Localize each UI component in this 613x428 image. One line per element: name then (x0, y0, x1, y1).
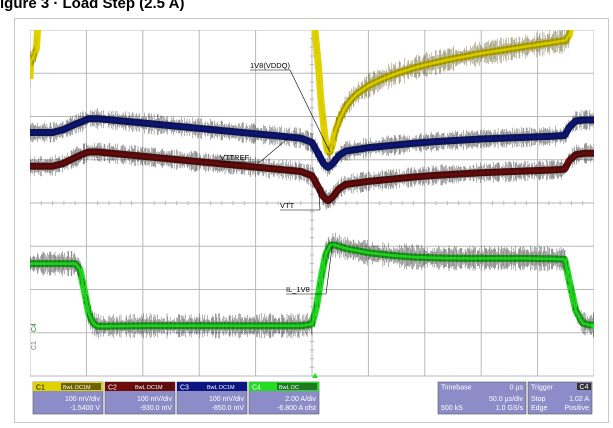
page-title: igure 3 · Load Step (2.5 A) (0, 0, 185, 12)
trace-label: 1V8(VDDQ) (250, 61, 291, 70)
left-markers: C4 C1 (31, 323, 594, 378)
timebase-delay: 0 µs (510, 385, 524, 392)
trace-c2 (30, 142, 594, 210)
trace-c1 (30, 30, 574, 160)
channel-mode-badge: BwL DC1M (135, 385, 163, 391)
trigger-mode: Stop (531, 396, 546, 403)
channel-mode-badge: BwL DC1M (207, 385, 235, 391)
channel-mode-badge: BwL DC (279, 385, 299, 391)
traces (30, 30, 594, 339)
channel-mode-badge: BwL DC1M (63, 385, 91, 391)
channel-scale: 100 mV/div (209, 396, 245, 403)
channel-scale: 100 mV/div (137, 396, 173, 403)
trigger-level: 1.02 A (569, 396, 589, 403)
label-leader (289, 69, 331, 153)
trigger-level-marker (590, 323, 594, 329)
channel-offset: -930.0 mV (140, 405, 173, 412)
trace-label: VTT (280, 201, 295, 210)
channel-id: C2 (108, 385, 117, 392)
channel-offset: -850.0 mV (212, 405, 245, 412)
channel-id: C3 (180, 385, 189, 392)
channel-offset: -6.800 A ofst (277, 405, 316, 412)
timebase-samples: 500 kS (441, 405, 463, 412)
trigger-readout[interactable]: Trigger C4 Stop 1.02 A Edge Positive (527, 381, 593, 415)
trigger-channel: C4 (580, 384, 589, 391)
trigger-position-marker (312, 373, 318, 378)
trace-label: VTTREF (220, 153, 250, 162)
channel-marker-c1: C1 (31, 341, 38, 350)
channel-id: C4 (252, 385, 261, 392)
readout-bar: C1 BwL DC1M 100 mV/div -1.5400 V C2 BwL DC1M 1… (32, 381, 593, 415)
channel-readout-c4[interactable]: C4 BwL DC 2.00 A/div -6.800 A ofst (248, 381, 320, 415)
channel-readout-c3[interactable]: C3 BwL DC1M 100 mV/div -850.0 mV (176, 381, 248, 415)
label-leader (318, 187, 321, 211)
trace-core (30, 243, 594, 328)
trigger-label: Trigger (531, 385, 554, 392)
channel-id: C1 (36, 385, 45, 392)
oscilloscope-screen: 1V8(VDDQ) VTTREF VTT IL_1V8 C4 C1 C1 BwL DC1M… (30, 30, 594, 416)
trace-label: IL_1V8 (286, 285, 310, 294)
channel-readout-c1[interactable]: C1 BwL DC1M 100 mV/div -1.5400 V (32, 381, 104, 415)
trace-c3 (30, 108, 594, 177)
trace-core (30, 117, 594, 169)
trace-core (30, 30, 572, 154)
trigger-type: Edge (531, 405, 547, 412)
channel-marker-c4: C4 (31, 323, 38, 332)
timebase-scale: 50.0 µs/div (489, 396, 523, 403)
timebase-rate: 1.0 GS/s (496, 405, 524, 412)
timebase-readout[interactable]: Timebase 0 µs 50.0 µs/div 500 kS 1.0 GS/s (437, 381, 527, 415)
trigger-slope: Positive (564, 405, 589, 412)
timebase-label: Timebase (441, 385, 472, 392)
channel-scale: 2.00 A/div (285, 396, 316, 403)
trace-c4 (30, 232, 594, 339)
channel-readout-c2[interactable]: C2 BwL DC1M 100 mV/div -930.0 mV (104, 381, 176, 415)
channel-scale: 100 mV/div (65, 396, 101, 403)
trace-labels: 1V8(VDDQ) VTTREF VTT IL_1V8 (220, 61, 333, 295)
trace-core (30, 150, 594, 203)
label-leader (259, 136, 290, 163)
label-leader (325, 245, 333, 295)
channel-offset: -1.5400 V (70, 405, 101, 412)
